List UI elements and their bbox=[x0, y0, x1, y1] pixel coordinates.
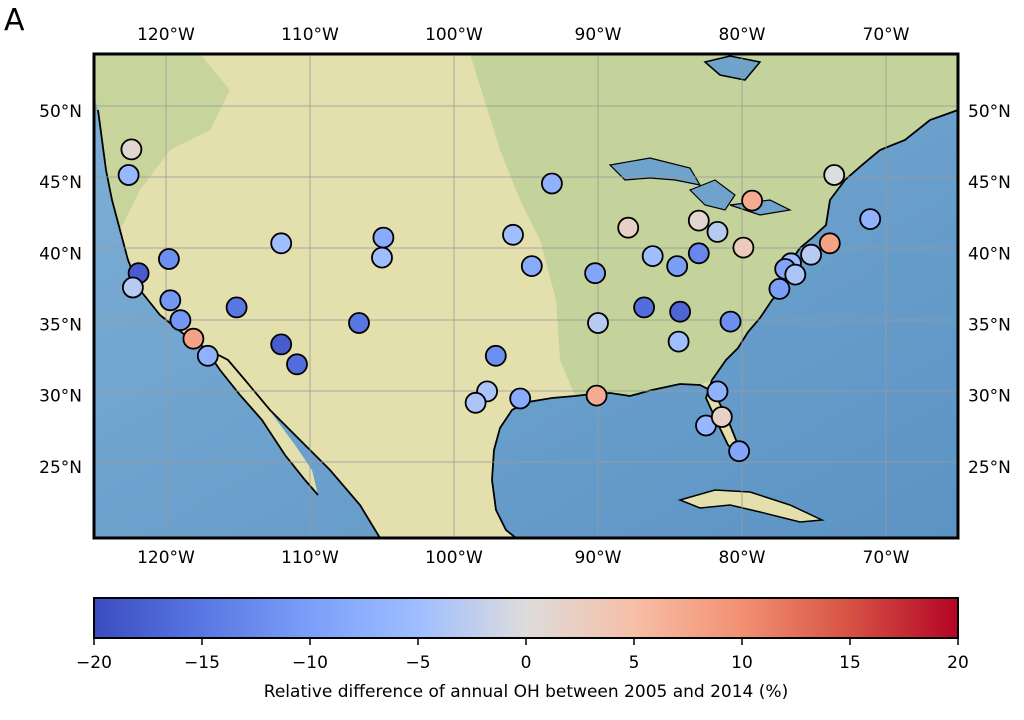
lat-ticks-left: 50°N 45°N 40°N 35°N 30°N 25°N bbox=[39, 102, 82, 478]
colorbar bbox=[93, 597, 959, 639]
lat-tick-label: 40°N bbox=[968, 244, 1011, 264]
station-point bbox=[286, 353, 308, 376]
station-point bbox=[541, 172, 563, 195]
station-point bbox=[464, 391, 487, 414]
station-point bbox=[169, 309, 192, 332]
station-point bbox=[719, 310, 742, 333]
lat-tick-label: 45°N bbox=[39, 173, 82, 193]
station-point bbox=[348, 312, 370, 334]
station-point bbox=[617, 216, 640, 239]
lat-tick-label: 30°N bbox=[968, 387, 1011, 407]
station-point bbox=[584, 262, 606, 285]
lon-tick-label: 120°W bbox=[137, 548, 195, 568]
station-point bbox=[641, 245, 664, 268]
station-point bbox=[687, 209, 710, 232]
lon-ticks-top: 120°W 110°W 100°W 90°W 80°W 70°W bbox=[137, 25, 910, 45]
lon-ticks-bottom: 120°W 110°W 100°W 90°W 80°W 70°W bbox=[137, 548, 910, 568]
colorbar-tick-label: −10 bbox=[292, 653, 328, 673]
map bbox=[94, 54, 958, 538]
colorbar-label: Relative difference of annual OH between… bbox=[264, 682, 788, 702]
station-point bbox=[509, 387, 532, 410]
station-point bbox=[741, 189, 763, 212]
lat-tick-label: 50°N bbox=[39, 102, 82, 122]
station-point bbox=[706, 220, 729, 243]
panel-letter: A bbox=[4, 3, 25, 38]
colorbar-tick-label: 5 bbox=[629, 653, 640, 673]
colorbar-tick-label: −20 bbox=[76, 653, 112, 673]
lat-tick-label: 35°N bbox=[968, 315, 1011, 335]
station-point bbox=[587, 312, 609, 334]
station-point bbox=[818, 232, 841, 255]
station-point bbox=[768, 277, 791, 300]
station-point bbox=[732, 236, 755, 259]
station-points bbox=[117, 138, 882, 463]
station-point bbox=[484, 344, 507, 367]
station-point bbox=[687, 242, 710, 265]
colorbar-tick-label: 15 bbox=[839, 653, 861, 673]
lon-tick-label: 80°W bbox=[719, 25, 766, 45]
lon-tick-label: 110°W bbox=[281, 548, 339, 568]
colorbar-tick-label: −15 bbox=[184, 653, 220, 673]
lat-tick-label: 40°N bbox=[39, 244, 82, 264]
station-point bbox=[159, 289, 182, 312]
station-point bbox=[270, 232, 293, 255]
map-frame bbox=[92, 52, 960, 540]
station-point bbox=[196, 344, 219, 367]
station-point bbox=[157, 248, 180, 270]
hudson-bay-edge bbox=[703, 55, 762, 81]
station-point bbox=[371, 246, 393, 269]
station-point bbox=[669, 300, 691, 323]
lat-tick-label: 50°N bbox=[968, 102, 1011, 122]
lon-tick-label: 70°W bbox=[863, 548, 910, 568]
station-point bbox=[270, 333, 293, 356]
lat-tick-label: 25°N bbox=[968, 458, 1011, 478]
station-point bbox=[121, 276, 144, 299]
lon-tick-label: 120°W bbox=[137, 25, 195, 45]
station-point bbox=[225, 296, 248, 319]
lon-tick-label: 70°W bbox=[863, 25, 910, 45]
station-point bbox=[706, 380, 729, 403]
lon-tick-label: 90°W bbox=[575, 25, 622, 45]
station-point bbox=[667, 330, 690, 353]
lon-tick-label: 80°W bbox=[719, 548, 766, 568]
station-point bbox=[710, 406, 733, 428]
gridlines bbox=[94, 54, 958, 538]
station-point bbox=[823, 164, 846, 186]
station-point bbox=[728, 440, 750, 463]
land-green-west bbox=[94, 54, 230, 230]
land-baja bbox=[205, 348, 318, 495]
lon-tick-label: 100°W bbox=[425, 25, 483, 45]
lat-tick-label: 30°N bbox=[39, 387, 82, 407]
station-point bbox=[585, 384, 608, 407]
station-point bbox=[666, 255, 689, 278]
station-point bbox=[800, 243, 822, 266]
lon-tick-label: 90°W bbox=[575, 548, 622, 568]
lon-tick-label: 110°W bbox=[281, 25, 339, 45]
station-point bbox=[182, 327, 205, 350]
lat-tick-label: 45°N bbox=[968, 173, 1011, 193]
colorbar-ticks: −20 −15 −10 −5 0 5 10 15 20 bbox=[76, 638, 969, 673]
colorbar-tick-label: 10 bbox=[731, 653, 753, 673]
lon-tick-label: 100°W bbox=[425, 548, 483, 568]
station-point bbox=[120, 138, 143, 161]
station-point bbox=[520, 255, 543, 278]
land-cuba bbox=[677, 489, 825, 523]
station-point bbox=[633, 296, 655, 319]
station-point bbox=[859, 208, 882, 231]
colorbar-tick-label: 0 bbox=[521, 653, 532, 673]
lat-tick-label: 25°N bbox=[39, 458, 82, 478]
station-point bbox=[372, 226, 395, 249]
station-point bbox=[784, 263, 807, 286]
lat-tick-label: 35°N bbox=[39, 315, 82, 335]
station-point bbox=[502, 223, 524, 246]
colorbar-tick-label: 20 bbox=[947, 653, 969, 673]
station-point bbox=[117, 164, 140, 186]
colorbar-tick-label: −5 bbox=[405, 653, 430, 673]
lat-ticks-right: 50°N 45°N 40°N 35°N 30°N 25°N bbox=[968, 102, 1011, 478]
